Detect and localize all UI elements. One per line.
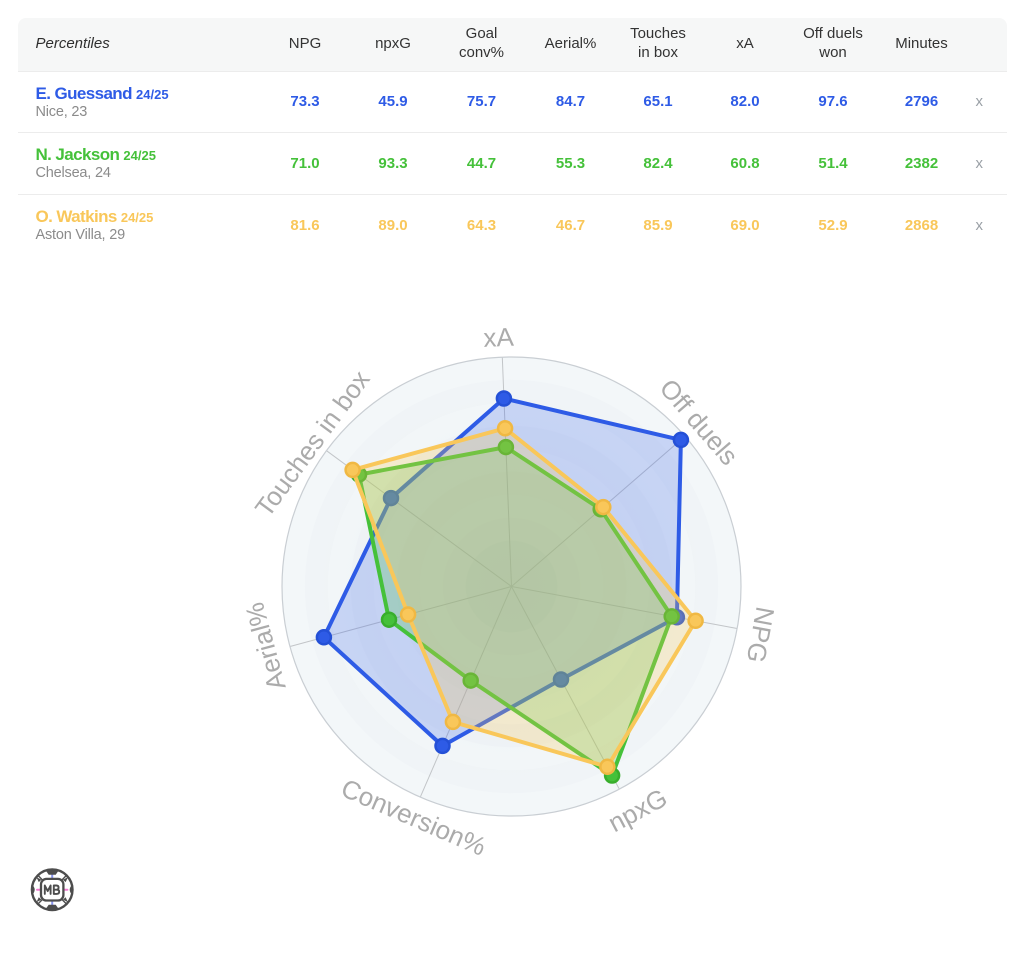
svg-text:Off duels: Off duels [654, 373, 745, 471]
svg-text:npxG: npxG [603, 782, 672, 838]
svg-text:Conversion%: Conversion% [337, 773, 491, 862]
svg-text:Touches in box: Touches in box [249, 365, 376, 523]
svg-text:NPG: NPG [741, 604, 781, 665]
svg-text:Aerial%: Aerial% [239, 599, 291, 693]
svg-text:xA: xA [483, 322, 515, 353]
